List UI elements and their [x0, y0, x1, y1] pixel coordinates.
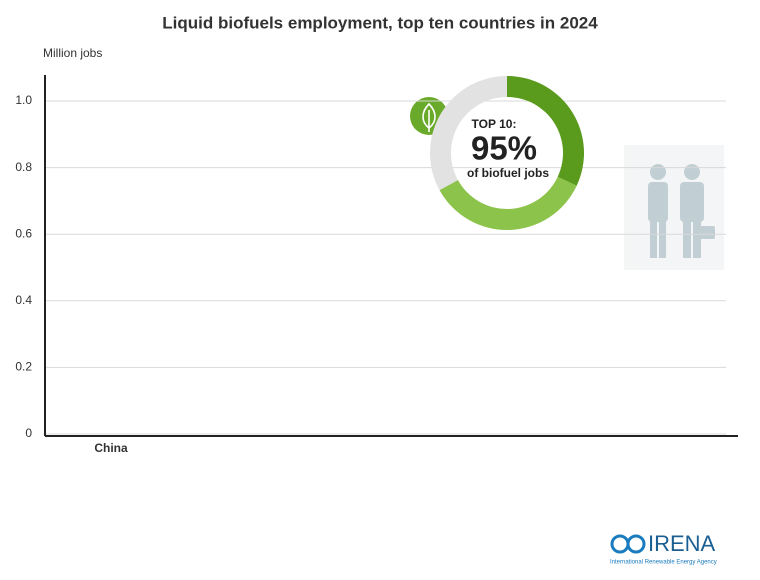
donut-segment — [429, 76, 507, 191]
y-tick-label: 0.6 — [15, 226, 32, 240]
logo: IRENA International Renewable Energy Age… — [610, 531, 717, 566]
y-tick-label: 1.0 — [15, 93, 32, 107]
logo-tagline: International Renewable Energy Agency — [610, 560, 717, 566]
y-tick-label: 0.2 — [15, 360, 32, 374]
chart-title: Liquid biofuels employment, top ten coun… — [162, 13, 598, 32]
y-tick-label: 0.4 — [15, 293, 32, 307]
annotation-value: 95% — [471, 130, 537, 167]
x-tick-label: China — [94, 441, 128, 455]
annotation-lead: TOP 10: — [472, 117, 517, 131]
logo-name: IRENA — [648, 531, 716, 556]
donut-segment — [507, 76, 584, 186]
annotation-note: of biofuel jobs — [467, 166, 549, 180]
y-tick-label: 0 — [25, 426, 32, 440]
workers-icon — [624, 145, 724, 270]
y-tick-label: 0.8 — [15, 160, 32, 174]
donut-segment — [439, 176, 577, 230]
y-axis-label: Million jobs — [43, 46, 102, 60]
